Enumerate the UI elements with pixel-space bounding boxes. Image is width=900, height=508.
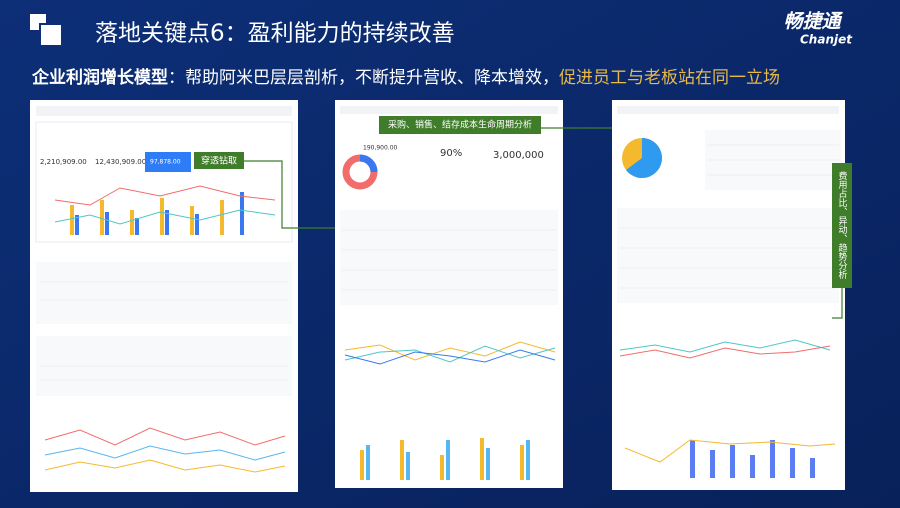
callout-text: 费用占比、异动、趋势分析 <box>837 170 848 280</box>
figure: 12,430,909.00 <box>95 158 146 166</box>
figure: 2,210,909.00 <box>40 158 87 166</box>
connector <box>832 288 843 319</box>
subtitle-highlight: 促进员工与老板站在同一立场 <box>559 68 780 88</box>
figure: 97,878.00 <box>150 159 181 166</box>
callout-text: 采购、销售、结存成本生命周期分析 <box>388 119 532 131</box>
callout-text: 穿透钻取 <box>201 155 237 167</box>
brand-en: Chanjet <box>800 33 853 47</box>
callout <box>832 163 852 288</box>
subtitle-body: ：帮助阿米巴层层剖析，不断提升营收、降本增效， <box>168 68 559 88</box>
connector <box>244 160 335 229</box>
panel-2: 190,900.00 90% 3,000,000 <box>335 100 563 488</box>
brand: 畅捷通 <box>783 11 843 33</box>
logo-mark <box>30 14 63 47</box>
figure: 190,900.00 <box>363 145 398 152</box>
callout <box>379 116 541 134</box>
figure: 3,000,000 <box>493 150 544 161</box>
callout <box>194 152 244 169</box>
panel-1: 2,210,909.00 12,430,909.00 97,878.00 <box>30 100 298 492</box>
subtitle-lead: 企业利润增长模型 <box>31 67 168 88</box>
title: 落地关键点6：盈利能力的持续改善 <box>95 21 455 47</box>
subtitle: 企业利润增长模型：帮助阿米巴层层剖析，不断提升营收、降本增效，促进员工与老板站在… <box>31 67 780 88</box>
panel-3 <box>612 100 845 490</box>
figure: 90% <box>440 148 462 159</box>
